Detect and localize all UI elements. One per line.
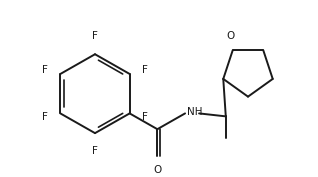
Text: F: F: [43, 112, 48, 122]
Text: F: F: [43, 65, 48, 75]
Text: F: F: [92, 146, 98, 156]
Text: O: O: [153, 165, 162, 175]
Text: NH: NH: [187, 107, 203, 117]
Text: O: O: [227, 31, 235, 41]
Text: F: F: [142, 65, 148, 75]
Text: F: F: [142, 112, 148, 122]
Text: F: F: [92, 32, 98, 41]
